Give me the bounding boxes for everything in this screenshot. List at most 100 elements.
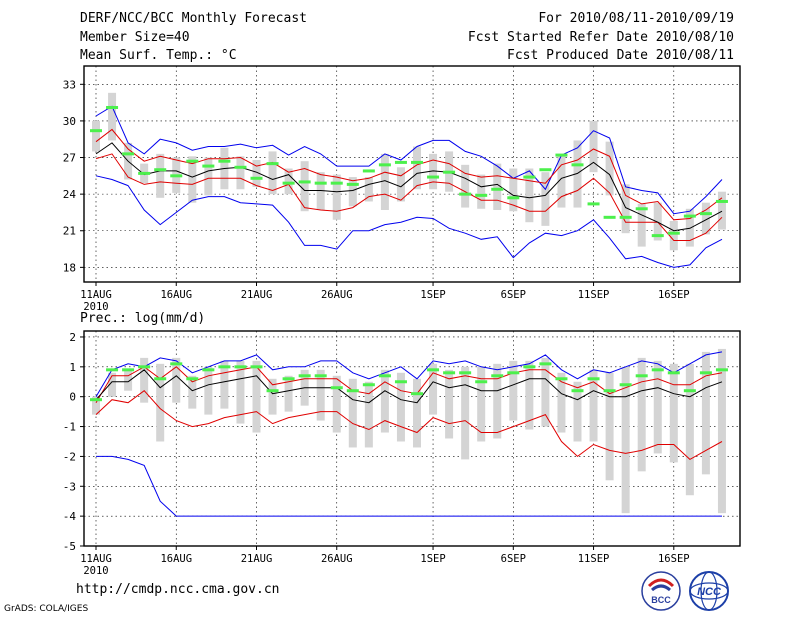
temperature-median-mark bbox=[202, 164, 215, 168]
temperature-spread-box bbox=[364, 177, 373, 202]
precipitation-median-mark bbox=[603, 389, 616, 393]
precipitation-y-tick-label: -3 bbox=[63, 480, 76, 493]
precipitation-median-mark bbox=[90, 398, 102, 402]
precipitation-spread-box bbox=[525, 360, 534, 430]
temperature-median-mark bbox=[635, 207, 648, 211]
temperature-spread-box bbox=[669, 220, 678, 251]
precipitation-x-tick-label: 11SEP bbox=[578, 553, 610, 565]
temperature-y-tick-label: 30 bbox=[63, 115, 76, 128]
fcst-produced-date: Fcst Produced Date 2010/08/11 bbox=[507, 48, 734, 63]
grads-credit: GrADS: COLA/IGES bbox=[4, 604, 89, 614]
precipitation-spread-box bbox=[717, 348, 726, 514]
precipitation-median-mark bbox=[699, 371, 712, 375]
temperature-median-mark bbox=[603, 215, 616, 219]
precipitation-median-mark bbox=[491, 374, 504, 378]
precipitation-median-mark bbox=[507, 371, 520, 375]
temperature-y-tick-label: 18 bbox=[63, 261, 76, 274]
temperature-median-mark bbox=[459, 192, 472, 196]
precipitation-y-tick-label: 1 bbox=[69, 361, 76, 374]
temperature-ensemble-mean-line bbox=[95, 142, 723, 232]
temperature-spread-box bbox=[509, 168, 518, 212]
temperature-median-mark bbox=[555, 153, 568, 157]
temperature-spread-box bbox=[316, 172, 325, 210]
temperature-median-mark bbox=[411, 160, 423, 164]
temperature-spread-box bbox=[461, 164, 470, 208]
precipitation-spread-box bbox=[220, 360, 229, 409]
precipitation-median-mark bbox=[186, 377, 199, 381]
precipitation-x-tick-label: 16AUG bbox=[160, 553, 192, 565]
temperature-spread-box bbox=[477, 174, 486, 209]
precipitation-median-mark bbox=[539, 362, 552, 366]
precipitation-spread-box bbox=[268, 378, 277, 415]
temperature-median-mark bbox=[346, 182, 359, 186]
precipitation-spread-box bbox=[637, 357, 646, 472]
precipitation-median-mark bbox=[475, 380, 488, 384]
temperature-spread-box bbox=[188, 156, 197, 203]
precipitation-median-mark bbox=[298, 374, 311, 378]
temperature-spread-box bbox=[413, 146, 421, 190]
temperature-median-mark bbox=[330, 181, 343, 185]
precipitation-median-mark bbox=[170, 362, 183, 366]
temperature-median-mark bbox=[571, 163, 584, 167]
temperature-x-tick-label: 16AUG bbox=[160, 289, 192, 301]
temperature-median-mark bbox=[106, 105, 119, 109]
temperature-std-upper-line bbox=[95, 128, 723, 221]
precipitation-spread-box bbox=[156, 363, 165, 442]
temperature-spread-box bbox=[653, 202, 662, 241]
temperature-spread-box bbox=[557, 153, 566, 208]
temperature-spread-box bbox=[429, 153, 438, 190]
precipitation-spread-box bbox=[364, 381, 373, 448]
precipitation-median-mark bbox=[715, 368, 728, 372]
precipitation-plot-frame bbox=[83, 330, 741, 547]
precipitation-median-mark bbox=[250, 365, 263, 369]
temperature-spread-box bbox=[300, 161, 309, 212]
temperature-spread-box bbox=[621, 184, 630, 234]
bcc-logo: BCC bbox=[641, 571, 681, 611]
precipitation-median-mark bbox=[523, 365, 536, 369]
precipitation-panel-title: Prec.: log(mm/d) bbox=[80, 311, 205, 326]
temperature-spread-box bbox=[380, 153, 389, 210]
temperature-x-tick-label: 21AUG bbox=[241, 289, 273, 301]
precipitation-y-tick-label: 0 bbox=[69, 391, 76, 404]
precipitation-median-mark bbox=[635, 374, 648, 378]
precipitation-median-mark bbox=[683, 389, 696, 393]
temperature-median-mark bbox=[314, 181, 327, 185]
temperature-spread-box bbox=[525, 168, 534, 223]
precipitation-median-mark bbox=[427, 368, 440, 372]
temperature-spread-box bbox=[92, 120, 100, 152]
chart-title: DERF/NCC/BCC Monthly Forecast bbox=[80, 11, 307, 26]
temperature-median-mark bbox=[122, 152, 135, 156]
precipitation-spread-box bbox=[332, 375, 341, 433]
temperature-spread-box bbox=[589, 120, 598, 173]
precipitation-median-mark bbox=[106, 368, 119, 372]
temperature-spread-box bbox=[252, 159, 261, 187]
temperature-spread-box bbox=[637, 203, 646, 247]
precipitation-spread-box bbox=[396, 372, 405, 442]
precipitation-std-upper-line bbox=[95, 366, 723, 403]
temperature-median-mark bbox=[667, 231, 680, 235]
temperature-spread-box bbox=[685, 208, 694, 247]
temperature-median-mark bbox=[539, 168, 552, 172]
temperature-spread-box bbox=[701, 202, 710, 235]
precipitation-y-tick-label: -2 bbox=[63, 450, 76, 463]
precipitation-spread-box bbox=[252, 360, 261, 433]
temperature-spread-box bbox=[332, 174, 341, 220]
temperature-spread-box bbox=[348, 177, 357, 207]
precipitation-max-line bbox=[95, 351, 723, 397]
temperature-x-tick-label: 16SEP bbox=[658, 289, 690, 301]
temperature-spread-box bbox=[156, 153, 165, 198]
precipitation-spread-box bbox=[188, 375, 197, 409]
temperature-spread-box bbox=[284, 168, 293, 195]
temperature-spread-box bbox=[541, 172, 550, 226]
source-url[interactable]: http://cmdp.ncc.cma.gov.cn bbox=[76, 582, 280, 597]
precipitation-year-label: 2010 bbox=[83, 565, 108, 577]
precipitation-spread-box bbox=[140, 357, 149, 403]
precipitation-spread-box bbox=[477, 366, 486, 442]
svg-text:NCC: NCC bbox=[697, 586, 722, 598]
temperature-median-mark bbox=[378, 163, 391, 167]
precipitation-x-tick-label: 1SEP bbox=[420, 553, 445, 565]
temperature-median-mark bbox=[523, 175, 536, 179]
temperature-y-tick-label: 24 bbox=[63, 188, 77, 201]
precipitation-x-tick-label: 16SEP bbox=[658, 553, 690, 565]
